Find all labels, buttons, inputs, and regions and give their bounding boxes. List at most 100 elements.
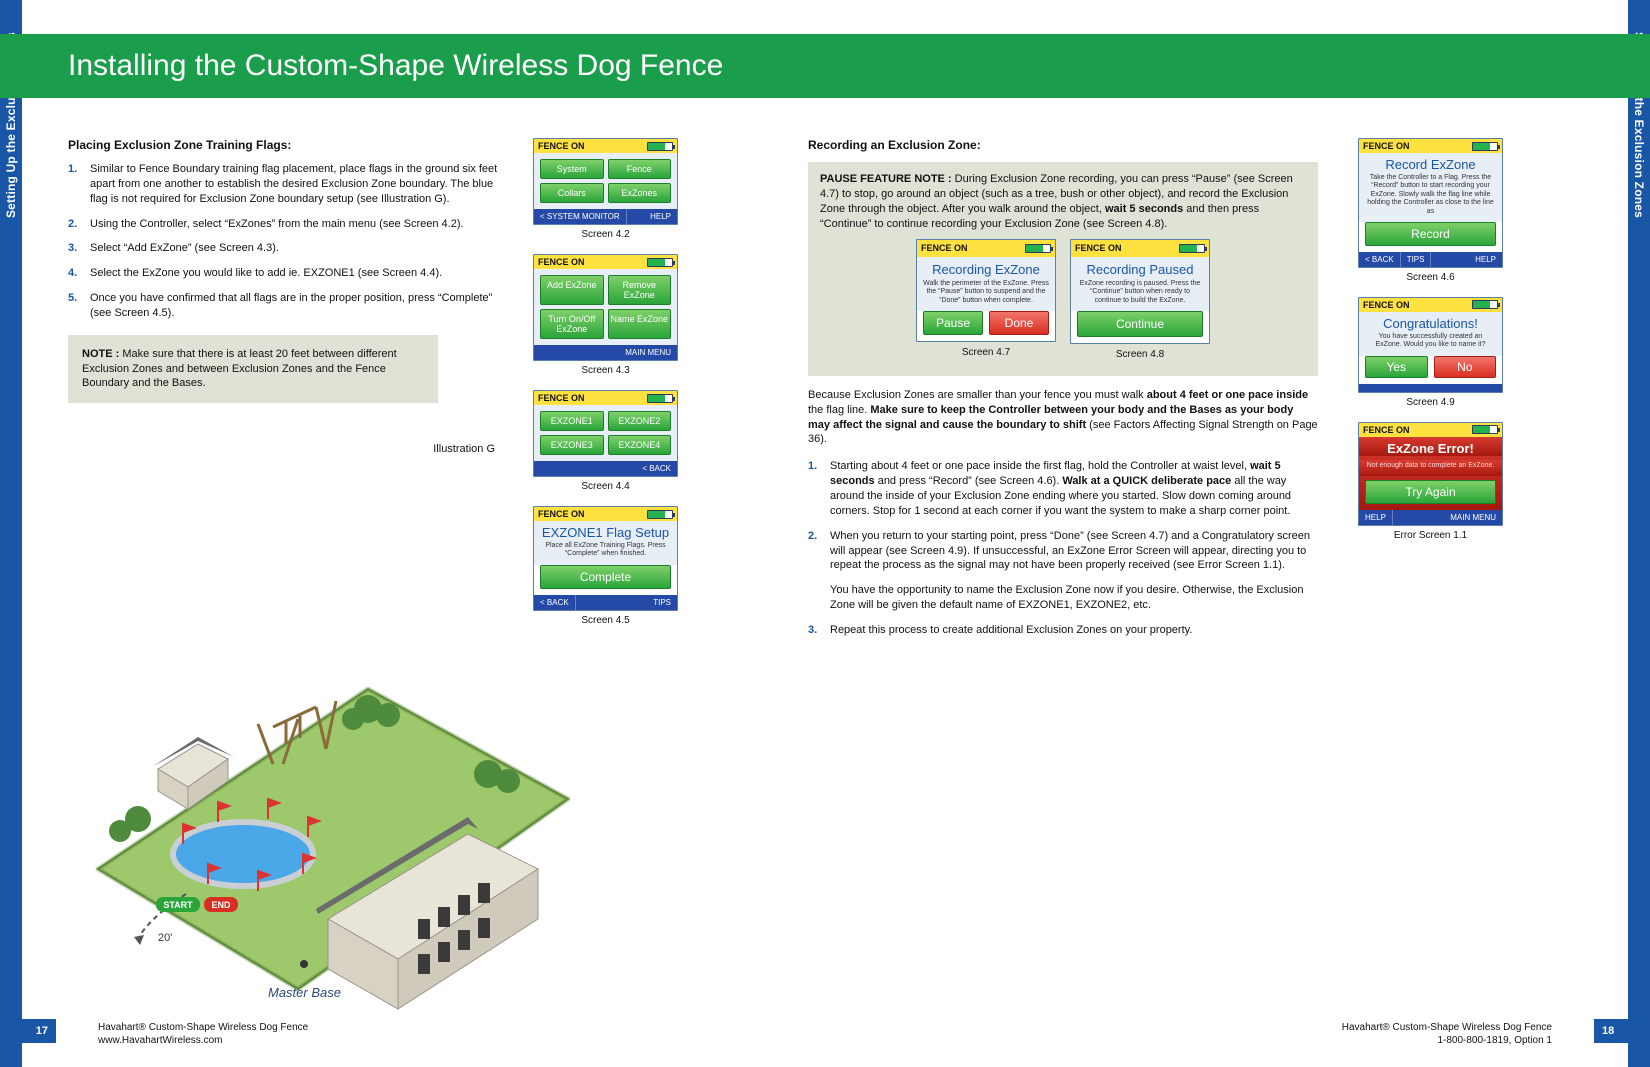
screen48-headline: Recording Paused: [1071, 257, 1209, 279]
error-headline: ExZone Error!: [1359, 437, 1502, 456]
placing-steps: Similar to Fence Boundary training flag …: [68, 162, 503, 321]
btn-collars[interactable]: Collars: [540, 183, 604, 203]
btn-exzone4[interactable]: EXZONE4: [608, 435, 672, 455]
btn-exzone2[interactable]: EXZONE2: [608, 411, 672, 431]
screen48-sub: ExZone recording is paused. Press the “C…: [1071, 278, 1209, 311]
footer-back[interactable]: < BACK: [636, 461, 677, 476]
footer-help[interactable]: HELP: [1469, 252, 1502, 267]
illu-distance: 20': [158, 932, 172, 944]
screen-4-5: FENCE ON EXZONE1 Flag Setup Place all Ex…: [533, 506, 678, 611]
btn-exzone3[interactable]: EXZONE3: [540, 435, 604, 455]
btn-complete[interactable]: Complete: [540, 565, 671, 589]
recording-steps-2: Repeat this process to create additional…: [808, 623, 1318, 638]
screen-4-8: FENCE ON Recording Paused ExZone recordi…: [1070, 239, 1210, 344]
screen45-headline: EXZONE1 Flag Setup: [534, 521, 677, 540]
illu-end: END: [211, 900, 231, 910]
step-4: Select the ExZone you would like to add …: [90, 266, 503, 281]
recording-steps: Starting about 4 feet or one pace inside…: [808, 459, 1318, 573]
footer-tips[interactable]: TIPS: [647, 595, 677, 610]
screen46-sub: Take the Controller to a Flag. Press the…: [1359, 172, 1502, 222]
right-column: Recording an Exclusion Zone: PAUSE FEATU…: [808, 138, 1318, 977]
battery-icon: [647, 258, 673, 267]
battery-icon: [1025, 244, 1051, 253]
pause-label: PAUSE FEATURE NOTE :: [820, 173, 955, 185]
btn-fence[interactable]: Fence: [608, 159, 672, 179]
page: Setting Up the Exclusion Zones Setting U…: [0, 0, 1650, 1067]
footer-system-monitor[interactable]: < SYSTEM MONITOR: [534, 209, 627, 224]
step-1: Similar to Fence Boundary training flag …: [90, 162, 503, 207]
caption-4-3: Screen 4.3: [533, 365, 678, 376]
right-rail: Setting Up the Exclusion Zones: [1628, 0, 1650, 1067]
rec-step-1: Starting about 4 feet or one pace inside…: [830, 459, 1318, 518]
caption-4-2: Screen 4.2: [533, 229, 678, 240]
illu-master-base: Master Base: [268, 985, 341, 1000]
fence-on-label: FENCE ON: [538, 509, 585, 519]
rec-step-2-tail: You have the opportunity to name the Exc…: [830, 583, 1318, 613]
battery-icon: [1472, 142, 1498, 151]
battery-icon: [1472, 300, 1498, 309]
fence-on-label: FENCE ON: [1075, 242, 1122, 254]
rec-step-2: When you return to your starting point, …: [830, 529, 1318, 574]
screen-4-2: FENCE ON System Fence Collars ExZones < …: [533, 138, 678, 225]
right-section-title: Recording an Exclusion Zone:: [808, 138, 1318, 152]
caption-4-7: Screen 4.7: [916, 346, 1056, 360]
step-5: Once you have confirmed that all flags a…: [90, 291, 503, 321]
caption-error: Error Screen 1.1: [1358, 530, 1503, 541]
btn-continue[interactable]: Continue: [1077, 311, 1203, 337]
footer-back[interactable]: < BACK: [1359, 252, 1401, 267]
fence-on-label: FENCE ON: [1363, 141, 1410, 151]
battery-icon: [647, 142, 673, 151]
footer-credit-left: Havahart® Custom-Shape Wireless Dog Fenc…: [98, 1021, 308, 1047]
btn-record[interactable]: Record: [1365, 222, 1496, 246]
btn-no[interactable]: No: [1434, 356, 1497, 378]
footer-left-line1: Havahart® Custom-Shape Wireless Dog Fenc…: [98, 1021, 308, 1034]
btn-add-exzone[interactable]: Add ExZone: [540, 275, 604, 305]
screen-4-9: FENCE ON Congratulations! You have succe…: [1358, 297, 1503, 393]
btn-exzones[interactable]: ExZones: [608, 183, 672, 203]
battery-icon: [647, 510, 673, 519]
illustration-caption: Illustration G: [68, 443, 495, 455]
step-2: Using the Controller, select “ExZones” f…: [90, 217, 503, 232]
screen49-sub: You have successfully created an ExZone.…: [1359, 331, 1502, 356]
footer-credit-right: Havahart® Custom-Shape Wireless Dog Fenc…: [1342, 1021, 1552, 1047]
btn-remove-exzone[interactable]: Remove ExZone: [608, 275, 672, 305]
screen49-headline: Congratulations!: [1359, 312, 1502, 331]
btn-done[interactable]: Done: [989, 311, 1049, 335]
screen46-headline: Record ExZone: [1359, 153, 1502, 172]
page-number-left: 17: [0, 1019, 56, 1043]
screens-col-b: FENCE ON Record ExZone Take the Controll…: [1358, 138, 1503, 977]
pause-screens-row: FENCE ON Recording ExZone Walk the perim…: [820, 239, 1306, 362]
note-label: NOTE :: [82, 348, 122, 360]
footer-left-line2: www.HavahartWireless.com: [98, 1034, 308, 1047]
btn-try-again[interactable]: Try Again: [1365, 480, 1496, 504]
btn-system[interactable]: System: [540, 159, 604, 179]
fence-on-label: FENCE ON: [1363, 300, 1410, 310]
footer-help[interactable]: HELP: [1359, 510, 1393, 525]
btn-name-exzone[interactable]: Name ExZone: [608, 309, 672, 339]
screen-4-6: FENCE ON Record ExZone Take the Controll…: [1358, 138, 1503, 268]
fence-on-label: FENCE ON: [538, 257, 585, 267]
btn-toggle-exzone[interactable]: Turn On/Off ExZone: [540, 309, 604, 339]
caption-4-8: Screen 4.8: [1070, 348, 1210, 362]
illustration-g: START END 20': [68, 619, 578, 1019]
footer-main-menu[interactable]: MAIN MENU: [1444, 510, 1502, 525]
fence-on-label: FENCE ON: [538, 393, 585, 403]
footer-tips[interactable]: TIPS: [1401, 252, 1432, 267]
illu-start: START: [163, 900, 193, 910]
screen47-sub: Walk the perimeter of the ExZone. Press …: [917, 278, 1055, 311]
footer-help[interactable]: HELP: [644, 209, 677, 224]
footer-back[interactable]: < BACK: [534, 595, 576, 610]
right-intro-para: Because Exclusion Zones are smaller than…: [808, 388, 1318, 447]
note-text: Make sure that there is at least 20 feet…: [82, 348, 397, 390]
btn-pause[interactable]: Pause: [923, 311, 983, 335]
page-number-right: 18: [1594, 1019, 1650, 1043]
step-3: Select “Add ExZone” (see Screen 4.3).: [90, 241, 503, 256]
btn-yes[interactable]: Yes: [1365, 356, 1428, 378]
screen-4-3: FENCE ON Add ExZone Remove ExZone Turn O…: [533, 254, 678, 361]
note-box: NOTE : Make sure that there is at least …: [68, 335, 438, 404]
btn-exzone1[interactable]: EXZONE1: [540, 411, 604, 431]
battery-icon: [647, 394, 673, 403]
caption-4-9: Screen 4.9: [1358, 397, 1503, 408]
footer-main-menu[interactable]: MAIN MENU: [619, 345, 677, 360]
battery-icon: [1472, 425, 1498, 434]
